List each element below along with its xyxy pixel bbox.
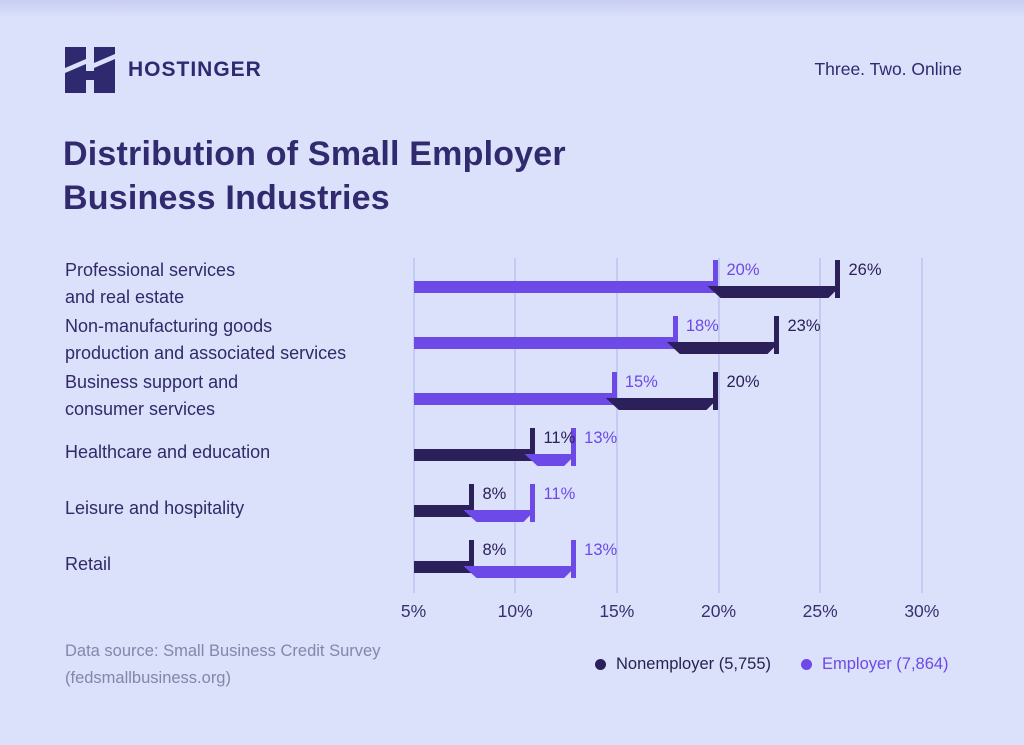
brand: HOSTINGER xyxy=(65,46,262,94)
axis-tick-label: 30% xyxy=(904,601,940,621)
data-source-line-2: (fedsmallbusiness.org) xyxy=(65,669,231,687)
value-label-nonemployer: 8% xyxy=(482,541,507,559)
legend-label-employer: Employer (7,864) xyxy=(822,654,949,673)
gridline xyxy=(819,258,822,593)
axis-tick-label: 25% xyxy=(802,601,838,621)
category-label: Retail xyxy=(65,553,112,574)
category-label: Non-manufacturing goods production and as… xyxy=(65,316,347,363)
page-title: Distribution of Small Employer Business … xyxy=(63,132,566,220)
category-label: Healthcare and education xyxy=(65,441,271,462)
bar-tick-employer xyxy=(611,372,617,405)
bar-tick-nonemployer xyxy=(835,260,841,298)
gridline xyxy=(615,258,618,593)
category-label: Leisure and hospitality xyxy=(65,497,245,518)
bar-tick-employer xyxy=(571,428,577,466)
value-label-employer: 15% xyxy=(624,373,658,391)
bar-tick-nonemployer xyxy=(530,428,536,461)
value-label-nonemployer: 20% xyxy=(726,373,760,391)
bar-tick-nonemployer xyxy=(713,372,719,410)
gridline xyxy=(412,258,415,593)
category-label: Professional services and real estate xyxy=(65,260,236,307)
legend-item-nonemployer: Nonemployer (5,755) xyxy=(595,655,771,674)
brand-name: HOSTINGER xyxy=(128,58,262,81)
data-source-line-1: Data source: Small Business Credit Surve… xyxy=(65,642,381,660)
page-title-line-2: Business Industries xyxy=(63,179,390,217)
axis-tick-label: 20% xyxy=(700,601,737,621)
legend-dot-nonemployer-icon xyxy=(595,658,606,670)
bar-nonemployer xyxy=(666,342,780,354)
bar-employer xyxy=(413,337,678,349)
gridline xyxy=(920,258,923,593)
legend-item-employer: Employer (7,864) xyxy=(801,655,949,674)
bar-tick-nonemployer xyxy=(469,484,475,517)
page-title-line-1: Distribution of Small Employer xyxy=(63,135,566,173)
gridline xyxy=(514,258,517,593)
bar-tick-nonemployer xyxy=(469,540,475,573)
axis-tick-label: 10% xyxy=(497,601,533,621)
bar-tick-employer xyxy=(713,260,719,293)
bar-employer xyxy=(524,454,576,466)
hostinger-logo-icon xyxy=(65,47,115,93)
legend-dot-employer-icon xyxy=(801,658,812,670)
value-label-nonemployer: 11% xyxy=(543,429,576,447)
value-label-employer: 13% xyxy=(584,541,618,559)
data-source: Data source: Small Business Credit Surve… xyxy=(65,638,380,692)
bar-nonemployer xyxy=(605,398,719,410)
bar-nonemployer xyxy=(413,505,475,517)
value-label-employer: 18% xyxy=(685,317,719,335)
value-label-nonemployer: 23% xyxy=(787,317,821,335)
bar-nonemployer xyxy=(413,449,536,461)
bar-nonemployer xyxy=(707,286,841,298)
bar-employer xyxy=(413,281,719,293)
value-label-employer: 13% xyxy=(584,429,618,447)
bar-tick-employer xyxy=(530,484,536,522)
value-label-employer: 11% xyxy=(543,485,576,503)
legend-label-nonemployer: Nonemployer (5,755) xyxy=(616,654,771,673)
bar-tick-employer xyxy=(571,540,577,578)
category-label: Business support and consumer services xyxy=(65,372,239,419)
axis-tick-label: 5% xyxy=(400,601,427,621)
value-label-employer: 20% xyxy=(726,261,760,279)
bar-employer xyxy=(413,393,617,405)
bar-employer xyxy=(463,566,576,578)
value-label-nonemployer: 8% xyxy=(482,485,507,503)
brand-tagline: Three. Two. Online xyxy=(814,59,962,79)
chart-legend: Nonemployer (5,755) Employer (7,864) xyxy=(595,652,949,676)
axis-tick-label: 15% xyxy=(599,601,635,621)
value-label-nonemployer: 26% xyxy=(848,261,882,279)
bar-nonemployer xyxy=(413,561,475,573)
bar-tick-employer xyxy=(672,316,678,349)
bar-tick-nonemployer xyxy=(774,316,780,354)
bar-employer xyxy=(463,510,536,522)
gridline xyxy=(717,258,720,593)
